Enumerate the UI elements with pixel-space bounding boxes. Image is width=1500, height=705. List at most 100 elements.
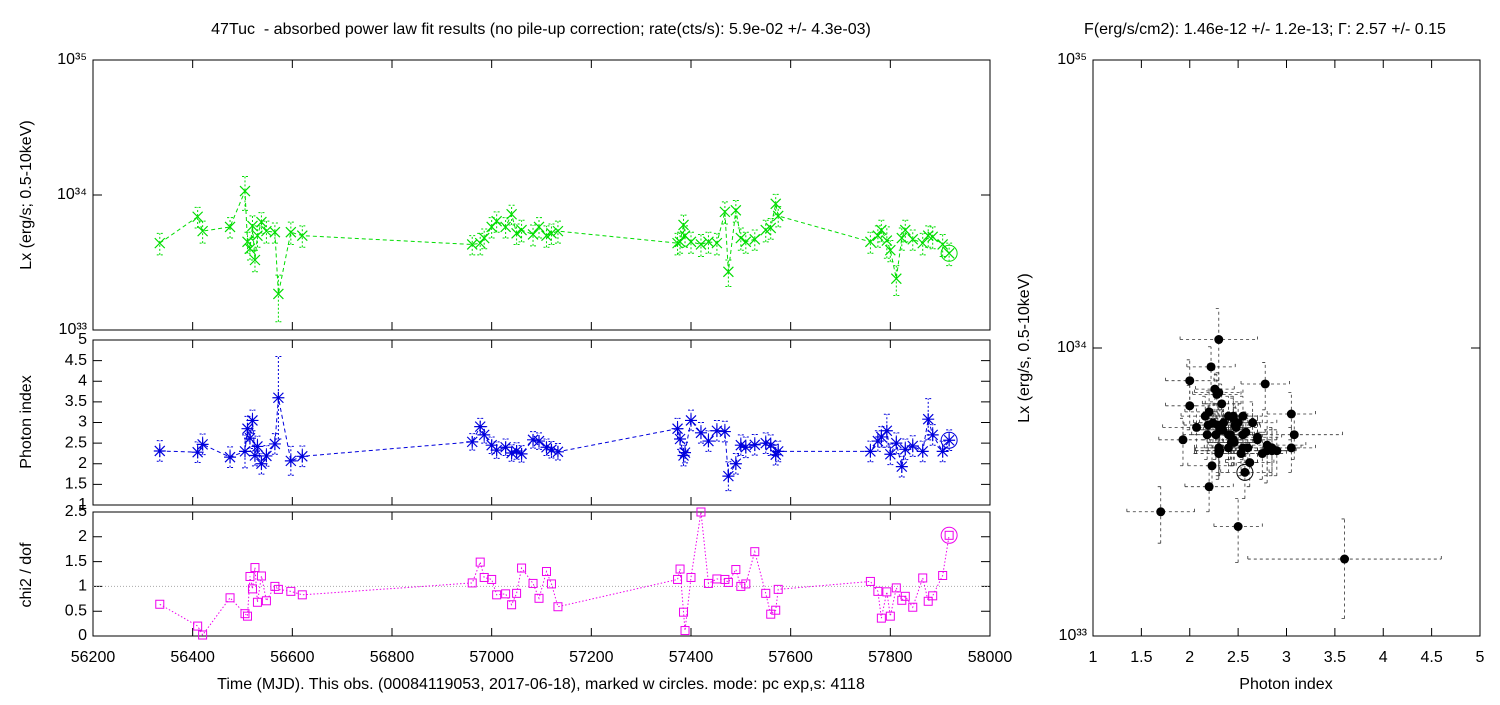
point: [908, 602, 918, 612]
point: [730, 204, 742, 216]
point: [551, 445, 564, 458]
error-bar: [1179, 308, 1258, 382]
point: [1185, 376, 1195, 386]
point: [500, 221, 512, 233]
x-tick-label: 3.5: [1324, 649, 1346, 666]
point: [749, 233, 761, 245]
point: [722, 470, 735, 483]
point: [533, 221, 545, 233]
point: [1238, 443, 1248, 453]
error-bar: [705, 430, 712, 452]
point: [1185, 401, 1195, 411]
x-tick-label: 56600: [270, 649, 315, 666]
error-bar: [548, 223, 555, 245]
error-bar: [902, 219, 909, 243]
point: [1228, 413, 1238, 423]
point: [772, 210, 784, 222]
point: [1260, 379, 1270, 389]
error-bar: [946, 429, 953, 452]
point: [1156, 507, 1166, 517]
point: [680, 626, 690, 636]
error-bar: [867, 231, 874, 254]
y-tick-label: 10³³: [59, 321, 88, 338]
point: [1240, 467, 1250, 477]
y-tick-label: 1: [78, 578, 87, 595]
point: [474, 420, 487, 433]
point: [527, 433, 540, 446]
error-bar: [762, 432, 769, 454]
x-tick-label: 56200: [71, 649, 116, 666]
point: [272, 391, 285, 404]
point: [197, 225, 209, 237]
point: [764, 439, 777, 452]
point: [936, 445, 949, 458]
point: [487, 574, 497, 584]
point: [272, 288, 284, 300]
error-bar: [674, 232, 681, 256]
x-tick-label: 2.5: [1227, 649, 1249, 666]
point: [1207, 461, 1217, 471]
point: [491, 215, 503, 227]
point: [268, 437, 281, 450]
error-bar: [721, 420, 728, 443]
point: [675, 564, 685, 574]
point: [943, 434, 956, 447]
point: [765, 222, 777, 234]
error-bar: [902, 438, 909, 461]
x-axis-label: Time (MJD). This obs. (00084119053, 2017…: [217, 676, 865, 693]
error-bar: [241, 176, 248, 211]
point: [885, 611, 895, 621]
error-bar: [946, 242, 953, 267]
point: [296, 450, 309, 463]
y-tick-label: 2.5: [65, 434, 87, 451]
error-bar: [725, 259, 732, 287]
point: [252, 230, 263, 242]
x-tick-label: 58000: [968, 649, 1013, 666]
error-bar: [705, 231, 712, 254]
error-bar: [502, 217, 509, 239]
point: [761, 588, 771, 598]
point: [1192, 422, 1202, 432]
point: [718, 425, 731, 438]
error-bar: [199, 220, 206, 244]
error-bar: [688, 231, 694, 254]
point: [155, 599, 165, 609]
point: [499, 441, 512, 454]
error-bar: [271, 222, 278, 244]
point: [244, 243, 256, 255]
point: [245, 571, 255, 581]
point: [239, 185, 251, 197]
error-bar: [713, 232, 720, 256]
error-bar: [1247, 518, 1442, 619]
error-bar: [680, 444, 687, 467]
point: [740, 236, 752, 248]
point: [876, 613, 886, 623]
y-tick-label: 1: [78, 496, 87, 513]
point: [890, 273, 902, 285]
point: [895, 460, 908, 473]
point: [719, 206, 731, 218]
point: [864, 445, 877, 458]
point: [906, 440, 919, 453]
point: [1206, 362, 1216, 372]
point: [252, 597, 262, 607]
current-obs-marker: [940, 526, 958, 544]
error-bar: [751, 433, 758, 456]
point: [492, 590, 502, 600]
point: [734, 439, 747, 452]
point: [1286, 443, 1296, 453]
point: [192, 211, 204, 223]
point: [1286, 409, 1296, 419]
point: [501, 589, 511, 599]
point: [731, 565, 741, 575]
error-bar: [898, 455, 905, 478]
y-tick-label: 4: [78, 372, 87, 389]
point: [224, 451, 237, 464]
point: [720, 574, 730, 584]
point: [674, 236, 686, 248]
y-axis-label: Lx (erg/s; 0.5-10keV): [18, 120, 35, 269]
point: [711, 237, 723, 249]
y-tick-label: 10³⁴: [1057, 339, 1087, 356]
point: [739, 441, 752, 454]
